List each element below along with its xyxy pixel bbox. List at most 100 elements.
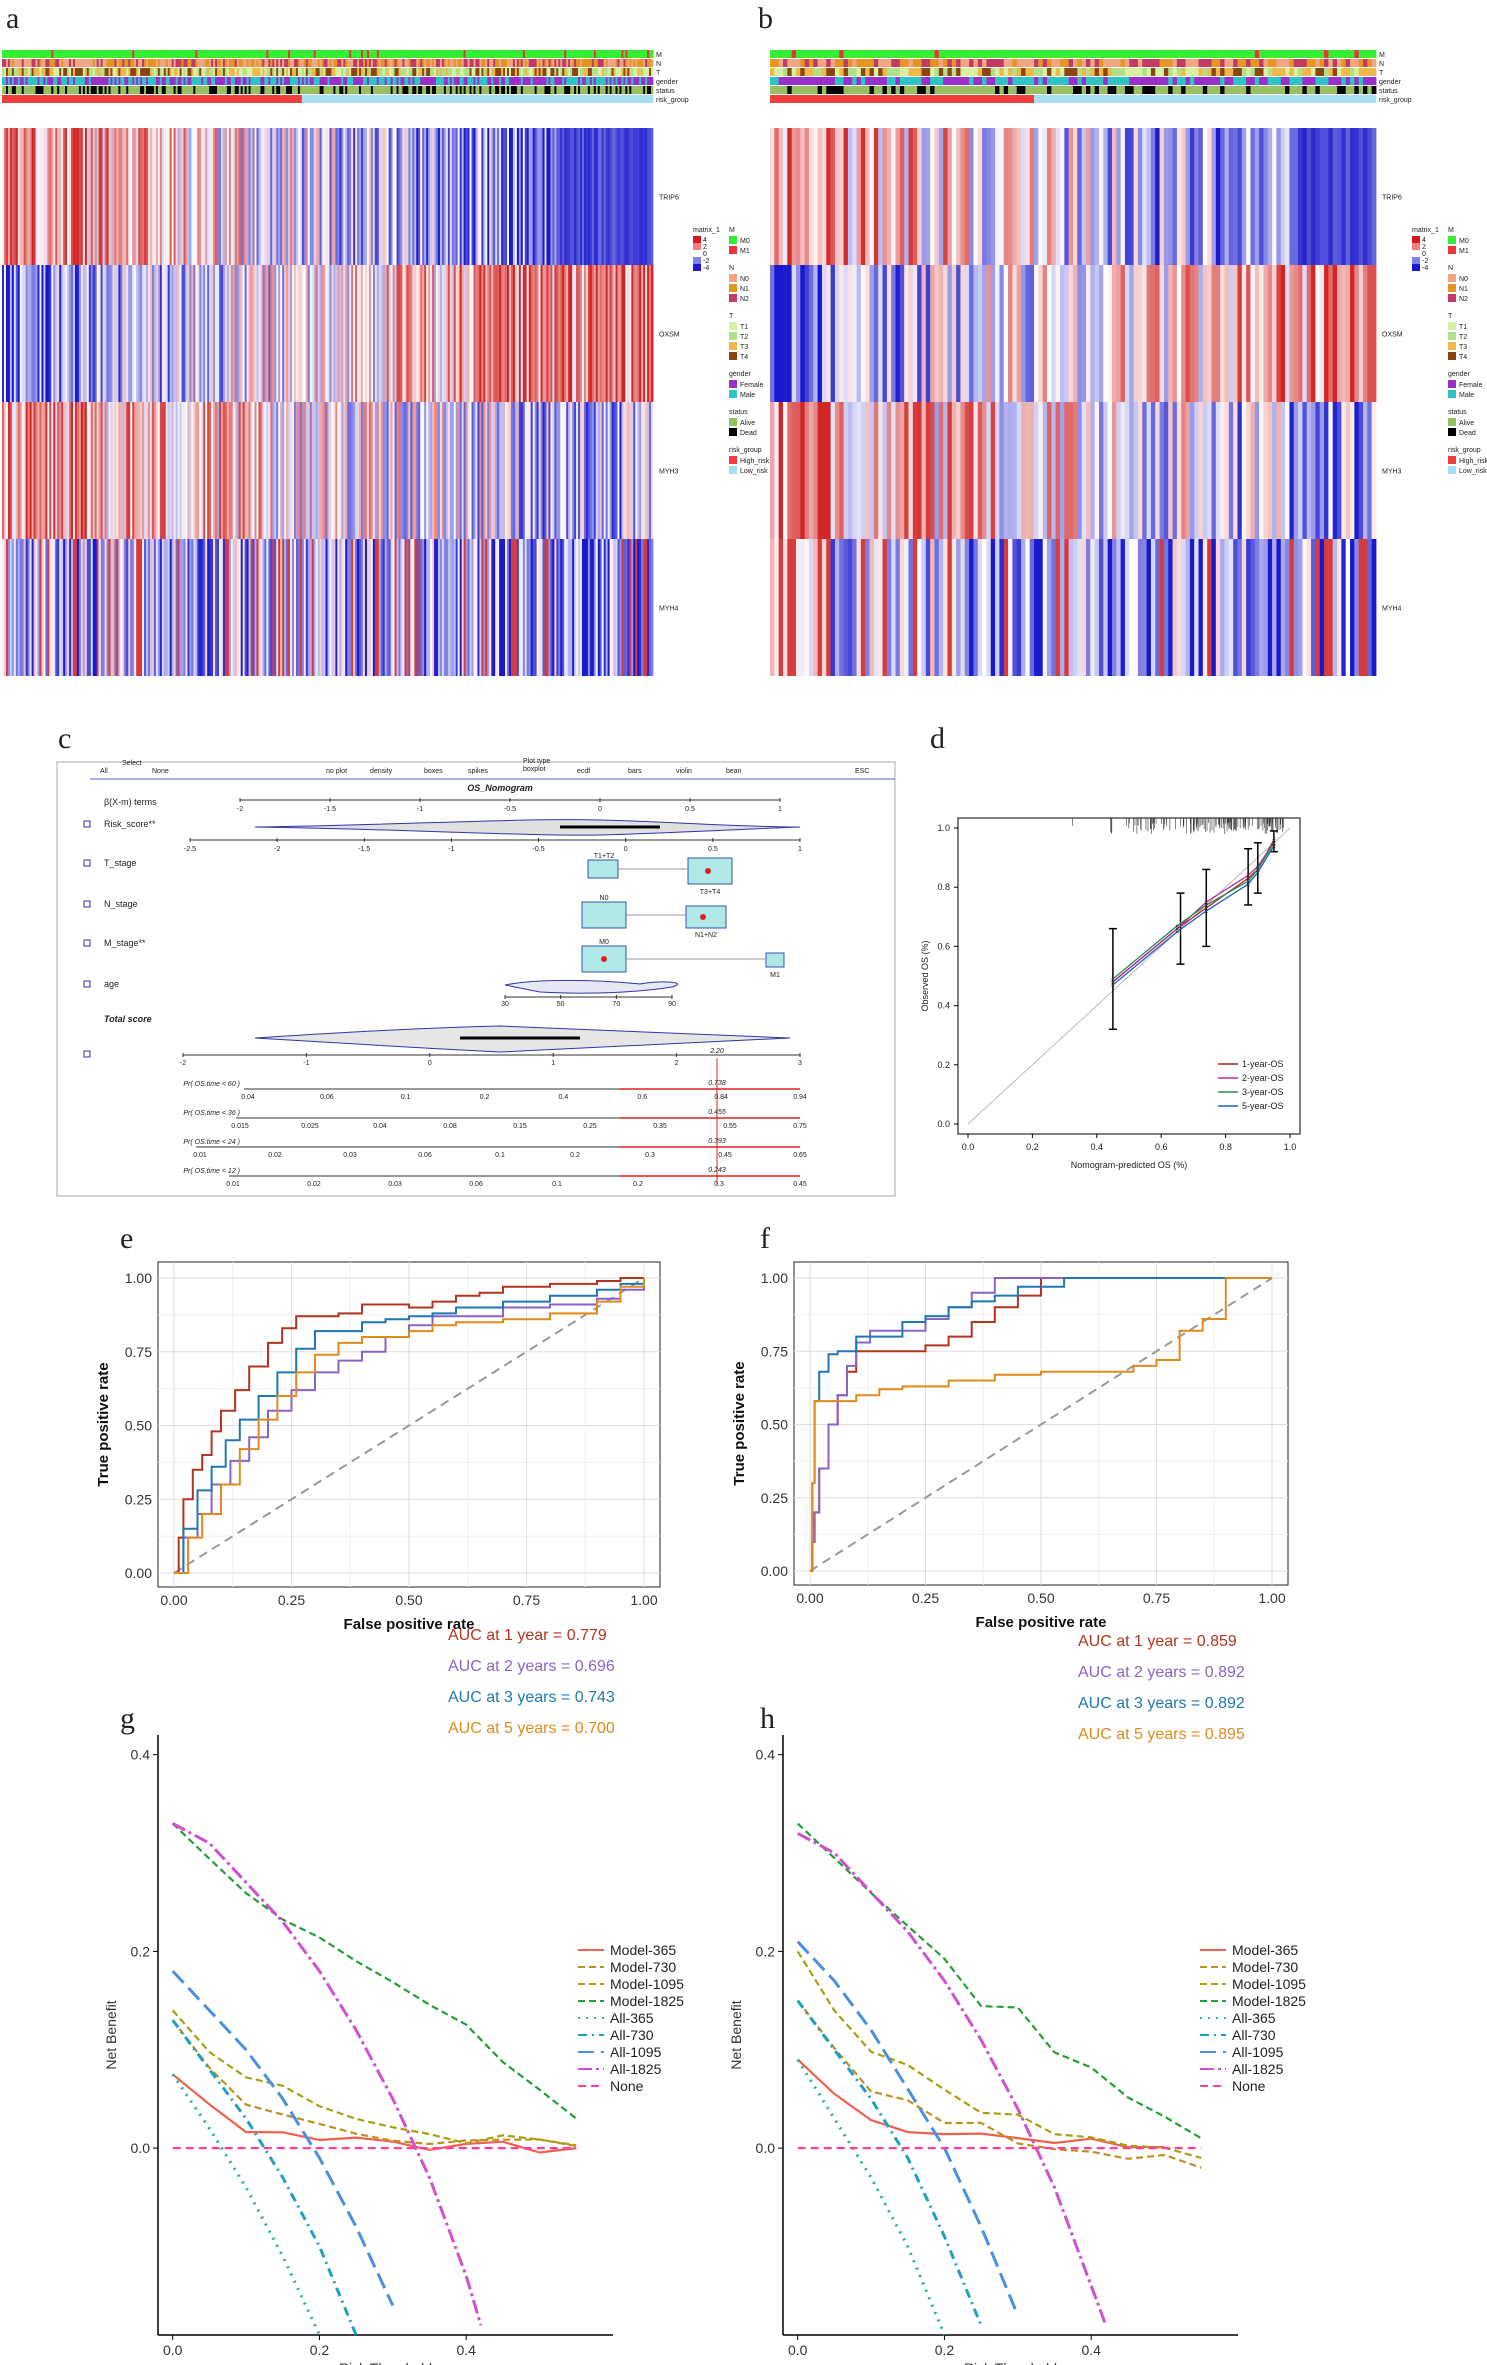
annotation-cell (1306, 50, 1312, 58)
annotation-cell (1289, 86, 1295, 94)
heat-cell (641, 402, 644, 539)
annotation-cell (181, 95, 184, 103)
legend-item: Alive (740, 420, 755, 427)
annotation-cell (45, 68, 48, 76)
heat-cell (938, 539, 944, 676)
legend-swatch (1448, 418, 1456, 426)
annotation-cell (246, 50, 249, 58)
heat-cell (185, 265, 188, 402)
heat-cell (623, 539, 626, 676)
annotation-cell (386, 95, 390, 103)
annotation-cell (27, 50, 31, 58)
annotation-cell (463, 95, 466, 103)
annotation-cell (479, 68, 482, 76)
heat-cell (782, 265, 788, 402)
annotation-cell (516, 77, 520, 85)
prob-tick: 0.04 (241, 1094, 255, 1101)
heat-cell (821, 265, 827, 402)
annotation-cell (100, 50, 104, 58)
heat-cell (483, 128, 486, 265)
heat-cell (808, 402, 814, 539)
annotation-cell (80, 95, 84, 103)
annotation-cell (412, 59, 415, 67)
heat-cell (1038, 539, 1044, 676)
heat-cell (55, 128, 58, 265)
annotation-cell (514, 68, 518, 76)
heat-cell (514, 128, 518, 265)
heat-cell (645, 128, 648, 265)
annotation-cell (295, 95, 299, 103)
heat-cell (63, 539, 66, 676)
annotation-cell (41, 86, 44, 94)
annotation-cell (585, 50, 589, 58)
heat-cell (526, 539, 530, 676)
annotation-cell (67, 50, 70, 58)
annotation-cell (995, 86, 1000, 94)
heat-cell (467, 402, 470, 539)
heat-cell (278, 539, 281, 676)
annotation-cell (286, 95, 289, 103)
annotation-cell (173, 50, 176, 58)
annotation-cell (430, 59, 433, 67)
heat-cell (609, 539, 612, 676)
annotation-cell (151, 68, 155, 76)
annotation-cell (1228, 95, 1234, 103)
annotation-cell (408, 86, 411, 94)
annotation-cell (1302, 50, 1308, 58)
heat-cell (560, 402, 563, 539)
row-label: Total score (104, 1014, 152, 1024)
heat-cell (1168, 402, 1173, 539)
annotation-cell (284, 68, 287, 76)
annotation-cell (323, 59, 326, 67)
heat-cell (865, 539, 870, 676)
annotation-cell (284, 86, 287, 94)
heat-cell (503, 128, 506, 265)
annotation-cell (581, 77, 585, 85)
annotation-cell (29, 95, 32, 103)
legend-item: Female (740, 382, 763, 389)
heat-cell (856, 265, 862, 402)
heat-cell (15, 265, 19, 402)
heat-cell (159, 402, 163, 539)
heat-cell (459, 402, 463, 539)
heat-cell (1371, 128, 1377, 265)
annotation-cell (59, 95, 62, 103)
heat-cell (153, 265, 157, 402)
annotation-cell (61, 59, 64, 67)
annotation-cell (96, 86, 100, 94)
annotation-cell (1280, 77, 1286, 85)
heat-cell (578, 128, 581, 265)
heat-cell (98, 265, 102, 402)
heat-cell (1098, 265, 1104, 402)
heat-cell (270, 539, 273, 676)
annotation-cell (510, 86, 514, 94)
heat-cell (171, 539, 175, 676)
annotation-cell (432, 86, 435, 94)
annotation-cell (964, 50, 970, 58)
annotation-cell (96, 77, 100, 85)
annotation-cell (1259, 95, 1264, 103)
annotation-cell (469, 68, 472, 76)
annotation-cell (31, 59, 34, 67)
heat-cell (394, 402, 397, 539)
annotation-cell (420, 50, 423, 58)
annotation-cell (31, 95, 34, 103)
annotation-cell (400, 86, 403, 94)
annotation-cell (74, 50, 78, 58)
annotation-cell (256, 77, 259, 85)
annotation-cell (1055, 68, 1061, 76)
M-box-2 (765, 952, 785, 968)
annotation-cell (260, 50, 263, 58)
annotation-cell (770, 59, 775, 67)
annotation-cell (165, 95, 169, 103)
annotation-cell (645, 68, 648, 76)
annotation-cell (278, 68, 281, 76)
heat-cell (412, 539, 415, 676)
annotation-cell (349, 95, 352, 103)
annotation-cell (487, 59, 490, 67)
annotation-cell (938, 50, 944, 58)
annotation-cell (264, 95, 267, 103)
annotation-cell (574, 68, 577, 76)
annotation-cell (313, 50, 317, 58)
heat-cell (800, 265, 806, 402)
